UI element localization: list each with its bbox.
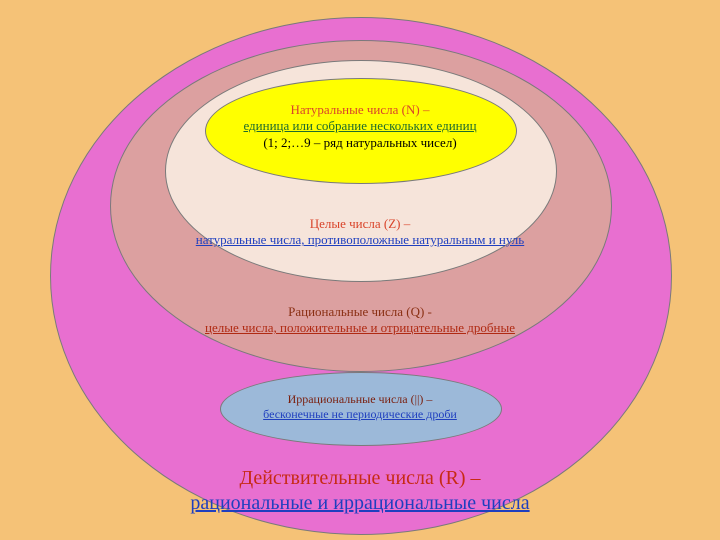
- rational-title: Рациональные числа (Q) -: [130, 304, 590, 320]
- real-title: Действительные числа (R) –: [120, 466, 600, 491]
- irrational-title: Иррациональные числа (||) –: [210, 392, 510, 407]
- natural-def: единица или собрание нескольких единиц: [160, 118, 560, 134]
- integer-def: натуральные числа, противоположные натур…: [130, 232, 590, 248]
- natural-extra: (1; 2;…9 – ряд натуральных чисел): [160, 135, 560, 151]
- integer-title: Целые числа (Z) –: [130, 216, 590, 232]
- irrational-label: Иррациональные числа (||) – бесконечные …: [210, 392, 510, 422]
- rational-def: целые числа, положительные и отрицательн…: [130, 320, 590, 336]
- integer-label: Целые числа (Z) – натуральные числа, про…: [130, 216, 590, 249]
- real-def: рациональные и иррациональные числа: [120, 491, 600, 516]
- real-label: Действительные числа (R) – рациональные …: [120, 466, 600, 516]
- rational-label: Рациональные числа (Q) - целые числа, по…: [130, 304, 590, 337]
- natural-title: Натуральные числа (N) –: [160, 102, 560, 118]
- irrational-def: бесконечные не периодические дроби: [210, 407, 510, 422]
- natural-label: Натуральные числа (N) – единица или собр…: [160, 102, 560, 151]
